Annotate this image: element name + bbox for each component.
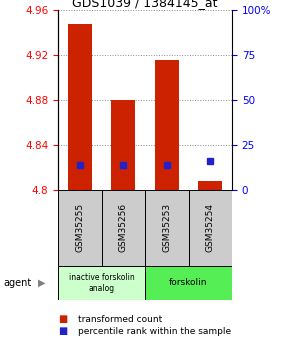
Bar [102, 190, 145, 266]
Text: ▶: ▶ [38, 278, 45, 288]
Bar [145, 190, 188, 266]
Bar [145, 266, 232, 300]
Bar [111, 100, 135, 190]
Bar [58, 190, 102, 266]
Text: ■: ■ [58, 326, 67, 336]
Bar [68, 24, 92, 190]
Text: percentile rank within the sample: percentile rank within the sample [78, 327, 231, 336]
Text: GSM35254: GSM35254 [206, 203, 215, 252]
Text: agent: agent [3, 278, 31, 288]
Bar [58, 266, 145, 300]
Text: transformed count: transformed count [78, 315, 163, 324]
Title: GDS1039 / 1384145_at: GDS1039 / 1384145_at [72, 0, 218, 9]
Text: GSM35255: GSM35255 [75, 203, 84, 252]
Bar [198, 181, 222, 190]
Bar [188, 190, 232, 266]
Text: ■: ■ [58, 314, 67, 324]
Text: inactive forskolin
analog: inactive forskolin analog [69, 273, 134, 293]
Bar [155, 60, 179, 190]
Text: forskolin: forskolin [169, 278, 208, 287]
Text: GSM35253: GSM35253 [162, 203, 171, 252]
Text: GSM35256: GSM35256 [119, 203, 128, 252]
